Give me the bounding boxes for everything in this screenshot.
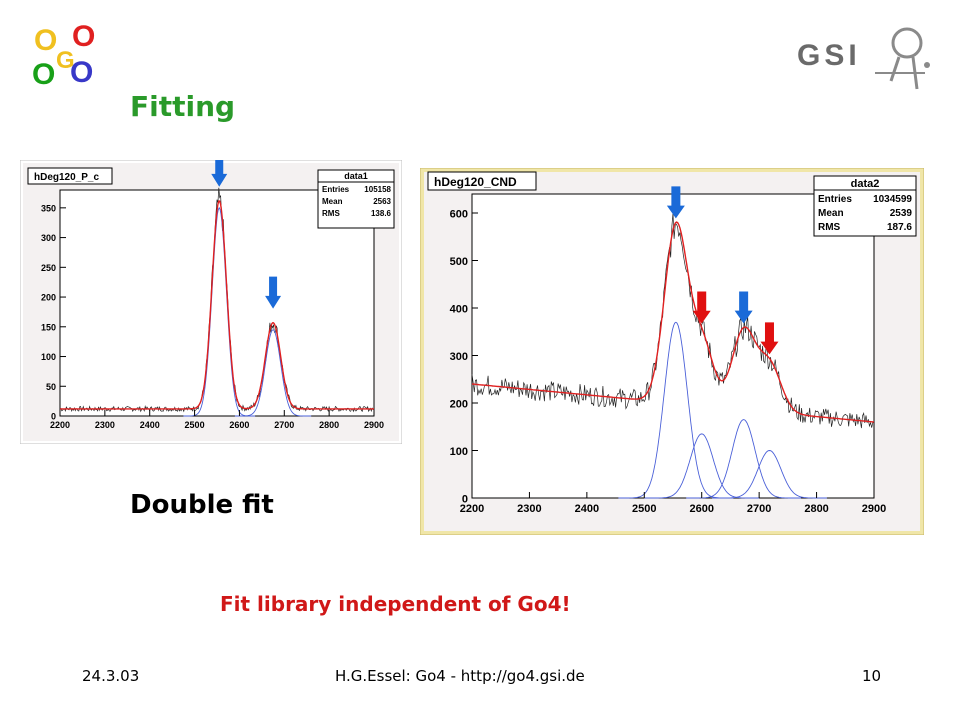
go4-logo: O O G O O: [32, 20, 95, 90]
fit-library-note: Fit library independent of Go4!: [220, 592, 571, 616]
histogram-title: hDeg120_CND: [434, 175, 517, 189]
fit-total-curve: [471, 221, 875, 423]
x-tick-label: 2500: [185, 420, 205, 430]
x-tick-label: 2700: [747, 503, 771, 515]
y-tick-label: 150: [41, 322, 56, 332]
fit-component-curve: [712, 450, 827, 499]
x-tick-label: 2200: [460, 503, 484, 515]
go4-logo-letter: O: [34, 24, 57, 57]
slide-title: Fitting: [130, 90, 236, 123]
fit-total-curve: [60, 200, 374, 410]
y-tick-label: 500: [450, 256, 468, 268]
double-fit-label: Double fit: [130, 490, 274, 520]
x-tick-label: 2500: [632, 503, 656, 515]
plot-frame: [471, 193, 875, 499]
go4-logo-letter: G: [56, 47, 75, 74]
gsi-logo-text: GSI: [797, 39, 861, 72]
footer-author: H.G.Essel: Go4 - http://go4.gsi.de: [335, 667, 585, 685]
y-tick-label: 200: [450, 399, 468, 411]
footer-page-number: 10: [862, 667, 882, 685]
x-tick-label: 2600: [689, 503, 713, 515]
stats-label: Entries: [322, 185, 350, 194]
y-tick-label: 100: [450, 446, 468, 458]
stats-value: 187.6: [887, 222, 912, 233]
x-tick-label: 2600: [229, 420, 249, 430]
stats-name: data2: [851, 178, 880, 190]
blue-arrow-icon: [211, 160, 228, 187]
fit-component-curve: [618, 321, 734, 499]
red-arrow-icon: [760, 322, 779, 355]
stats-label: Mean: [818, 208, 844, 219]
x-tick-label: 2400: [575, 503, 599, 515]
fit-component-curve: [234, 329, 312, 417]
x-tick-label: 2800: [804, 503, 828, 515]
fit-component-curve: [644, 433, 760, 499]
gsi-logo: GSI: [797, 27, 930, 90]
x-tick-label: 2900: [364, 420, 384, 430]
fit-component-curve: [686, 419, 802, 499]
y-tick-label: 400: [450, 304, 468, 316]
stats-value: 138.6: [371, 209, 392, 218]
stats-name: data1: [344, 171, 368, 181]
stats-value: 105158: [364, 185, 391, 194]
stats-box: data1 Entries 105158 Mean 2563 RMS 138.6: [317, 169, 395, 229]
data-histogram-line: [59, 187, 375, 413]
y-tick-label: 100: [41, 352, 56, 362]
x-tick-label: 2900: [862, 503, 886, 515]
x-tick-label: 2300: [517, 503, 541, 515]
y-tick-label: 600: [450, 209, 468, 221]
stats-label: RMS: [322, 209, 340, 218]
stats-box: data2 Entries 1034599 Mean 2539 RMS 187.…: [813, 175, 917, 237]
y-tick-label: 0: [51, 412, 56, 422]
go4-logo-letter: O: [72, 20, 95, 53]
y-tick-label: 300: [41, 233, 56, 243]
histogram-plot-1: hDeg120_P_c 2200 2300 2400 2500 2600 2700 2800…: [20, 160, 402, 444]
histogram-title: hDeg120_P_c: [34, 172, 99, 183]
go4-logo-letter: O: [32, 58, 55, 90]
x-tick-label: 2400: [140, 420, 160, 430]
blue-arrow-icon: [734, 291, 753, 324]
fit-component-curve: [183, 206, 256, 417]
blue-arrow-icon: [666, 186, 685, 219]
x-tick-label: 2800: [319, 420, 339, 430]
y-tick-label: 250: [41, 263, 56, 273]
stats-label: RMS: [818, 222, 841, 233]
stats-label: Mean: [322, 197, 343, 206]
y-tick-label: 350: [41, 203, 56, 213]
y-tick-label: 200: [41, 293, 56, 303]
y-tick-label: 300: [450, 351, 468, 363]
x-tick-label: 2700: [274, 420, 294, 430]
stats-value: 1034599: [873, 194, 912, 205]
stats-value: 2563: [373, 197, 391, 206]
y-tick-label: 50: [46, 382, 56, 392]
stats-value: 2539: [890, 208, 913, 219]
y-tick-label: 0: [462, 494, 468, 506]
blue-arrow-icon: [265, 276, 282, 309]
stats-label: Entries: [818, 194, 852, 205]
footer-date: 24.3.03: [82, 667, 140, 685]
histogram-plot-2: hDeg120_CND 2200 2300 2400 2500 2600 2700 2800…: [420, 168, 924, 535]
x-tick-label: 2300: [95, 420, 115, 430]
go4-logo-letter: O: [70, 56, 93, 89]
red-arrow-icon: [692, 291, 711, 324]
x-tick-label: 2200: [50, 420, 70, 430]
